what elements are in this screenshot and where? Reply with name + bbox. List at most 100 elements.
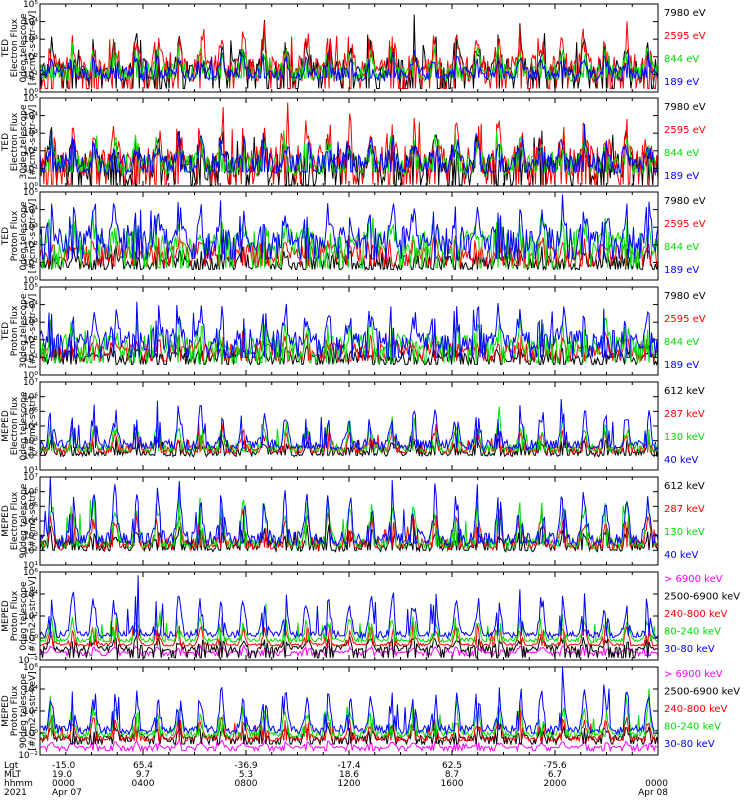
footer-mlt: 19.0 bbox=[52, 770, 72, 780]
y-axis-label: [#/cm2-s-str-eV] bbox=[28, 105, 38, 180]
y-axis-label: 90deg telescope bbox=[19, 673, 29, 748]
footer-hhmm: 2000 bbox=[544, 779, 567, 789]
y-tick-label: 10⁷ bbox=[23, 473, 38, 483]
y-axis-label: [#/cm2-s-str-eV] bbox=[28, 11, 38, 86]
legend-entry: > 6900 keV bbox=[664, 574, 723, 585]
legend-entry: 189 eV bbox=[664, 360, 699, 371]
footer-hhmm: 0000 bbox=[645, 779, 668, 789]
panel-8: 10⁻² 10⁰ 10² 10⁴ 10⁶ MEPED Proton Flux 90deg te… bbox=[1, 663, 740, 761]
legend-entry: 80-240 keV bbox=[664, 627, 721, 638]
legend-entry: 844 eV bbox=[664, 242, 699, 253]
series-line bbox=[39, 49, 659, 84]
legend-entry: 130 keV bbox=[664, 527, 705, 538]
y-tick-label: 10⁶ bbox=[23, 663, 38, 673]
legend-entry: 2500-6900 keV bbox=[664, 592, 740, 603]
y-tick-label: 10⁴ bbox=[23, 590, 38, 600]
y-tick-label: 10³ bbox=[23, 129, 38, 139]
y-axis-label: 0deg telescope bbox=[19, 581, 29, 651]
legend-entry: 844 eV bbox=[664, 148, 699, 159]
y-tick-label: 10⁻² bbox=[18, 656, 38, 666]
panel-2: 10⁰ 10¹ 10² 10³ 10⁴ 10⁵ TED Electron Flux 30deg … bbox=[1, 94, 706, 192]
series-line bbox=[39, 194, 659, 260]
footer-hhmm: 1600 bbox=[441, 779, 464, 789]
footer-lgt: -15.0 bbox=[52, 761, 76, 771]
y-tick-label: 10¹ bbox=[23, 561, 38, 571]
panel-4: 10⁰ 10¹ 10² 10³ 10⁴ 10⁵ TED Proton Flux 30deg te… bbox=[1, 283, 706, 381]
y-axis-label: Electron Flux bbox=[10, 112, 20, 171]
y-tick-label: 10¹ bbox=[23, 164, 38, 174]
y-axis-label: MEPED bbox=[1, 410, 11, 442]
y-tick-label: 10¹ bbox=[23, 466, 38, 476]
footer-row-label: MLT bbox=[4, 770, 22, 780]
y-tick-label: 10⁴ bbox=[23, 422, 38, 432]
legend-entry: 30-80 keV bbox=[664, 739, 715, 750]
legend-entry: 7980 eV bbox=[664, 8, 706, 19]
y-tick-label: 10² bbox=[23, 612, 38, 622]
y-axis-label: [#/cm2-s-str-keV] bbox=[28, 576, 38, 655]
y-axis-label: MEPED bbox=[1, 505, 11, 537]
footer-date: Apr 07 bbox=[52, 788, 82, 798]
footer-lgt: 62.5 bbox=[442, 761, 462, 771]
y-tick-label: 10⁶ bbox=[23, 488, 38, 498]
series-line bbox=[39, 123, 659, 176]
y-axis-label: Proton Flux bbox=[10, 210, 20, 261]
y-tick-label: 10¹ bbox=[23, 258, 38, 268]
y-axis-label: 0deg telescope bbox=[19, 391, 29, 461]
y-tick-label: 10⁰ bbox=[23, 88, 38, 98]
series-line bbox=[39, 313, 659, 365]
y-axis-label: [#/cm2-s-str] bbox=[28, 491, 38, 551]
y-tick-label: 10⁰ bbox=[23, 276, 38, 286]
legend-entry: > 6900 keV bbox=[664, 669, 723, 680]
legend-entry: 80-240 keV bbox=[664, 722, 721, 733]
footer-hhmm: 0400 bbox=[132, 779, 155, 789]
panel-6: 10¹ 10² 10³ 10⁴ 10⁵ 10⁶ 10⁷ MEPED Electron Flux 9… bbox=[1, 473, 705, 571]
legend-entry: 287 keV bbox=[664, 504, 705, 515]
y-axis-label: [#/cm2-s-str-eV] bbox=[28, 294, 38, 369]
footer-mlt: 6.7 bbox=[548, 770, 562, 780]
legend-entry: 844 eV bbox=[664, 337, 699, 348]
footer-lgt: -75.6 bbox=[543, 761, 567, 771]
footer-hhmm: 0800 bbox=[235, 779, 258, 789]
y-tick-label: 10⁴ bbox=[23, 206, 38, 216]
series-line bbox=[39, 433, 659, 458]
panel-1: 10⁰ 10¹ 10² 10³ 10⁴ 10⁵ TED Electron Flux 0deg t… bbox=[1, 0, 706, 98]
y-axis-label: [#/cm2-s-str] bbox=[28, 396, 38, 456]
y-tick-label: 10⁰ bbox=[23, 634, 38, 644]
legend-entry: 40 keV bbox=[664, 550, 698, 561]
y-axis-label: Electron Flux bbox=[10, 396, 20, 455]
legend-entry: 240-800 keV bbox=[664, 704, 728, 715]
y-axis-label: 0deg telescope bbox=[19, 13, 29, 83]
legend-entry: 130 keV bbox=[664, 432, 705, 443]
y-tick-label: 10² bbox=[23, 53, 38, 63]
y-tick-label: 10² bbox=[23, 147, 38, 157]
y-axis-label: 30deg telescope bbox=[19, 293, 29, 368]
footer-lgt: 65.4 bbox=[133, 761, 153, 771]
y-tick-label: 10² bbox=[23, 241, 38, 251]
y-tick-label: 10⁴ bbox=[23, 517, 38, 527]
legend-entry: 2500-6900 keV bbox=[664, 687, 740, 698]
legend-entry: 189 eV bbox=[664, 171, 699, 182]
y-axis-label: Electron Flux bbox=[10, 18, 20, 77]
y-tick-label: 10⁴ bbox=[23, 301, 38, 311]
footer-lgt: -17.4 bbox=[337, 761, 361, 771]
y-tick-label: 10⁴ bbox=[23, 685, 38, 695]
y-tick-label: 10² bbox=[23, 336, 38, 346]
legend-entry: 240-800 keV bbox=[664, 609, 728, 620]
legend-entry: 189 eV bbox=[664, 265, 699, 276]
y-axis-label: 30deg telescope bbox=[19, 104, 29, 179]
footer-hhmm: 1200 bbox=[338, 779, 361, 789]
y-axis-label: TED bbox=[1, 227, 11, 246]
footer-row-label: Lgt bbox=[4, 761, 19, 771]
legend-entry: 7980 eV bbox=[664, 102, 706, 113]
footer-date: Apr 08 bbox=[638, 788, 668, 798]
y-axis-label: MEPED bbox=[1, 600, 11, 632]
series-line bbox=[39, 476, 659, 548]
y-axis-label: TED bbox=[1, 39, 11, 58]
y-tick-label: 10⁴ bbox=[23, 112, 38, 122]
series-line bbox=[39, 666, 659, 736]
y-tick-label: 10⁻² bbox=[18, 751, 38, 761]
y-tick-label: 10¹ bbox=[23, 70, 38, 80]
panel-frame bbox=[39, 571, 659, 661]
legend-entry: 2595 eV bbox=[664, 314, 706, 325]
